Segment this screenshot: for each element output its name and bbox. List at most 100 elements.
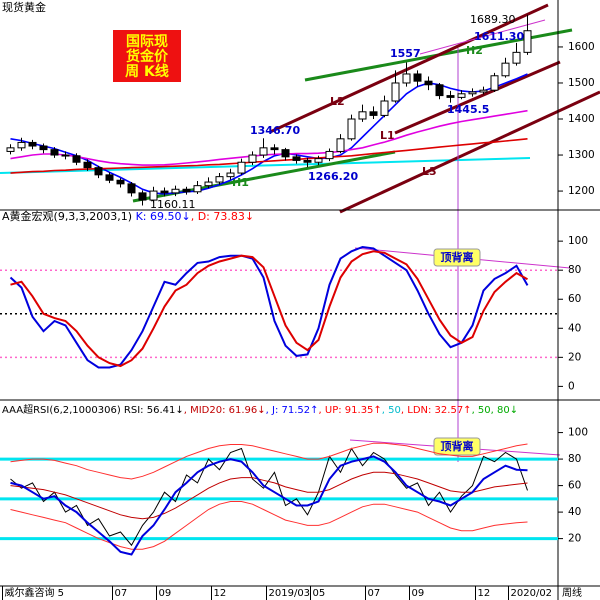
panel-header: AAA超RSI(6,2,1000306) RSI: 56.41↓, MID20:… [2, 403, 518, 416]
candle-body [237, 161, 246, 174]
candle-body [347, 118, 356, 140]
candle-body [435, 84, 444, 97]
y-tick-label: 1200 [568, 185, 595, 197]
y-tick-label: 1400 [568, 113, 595, 125]
candle-body [325, 150, 334, 160]
candle-body [479, 89, 488, 93]
price-annotation: 1445.5 [447, 103, 489, 116]
header-part: K: 69.50↓ [132, 210, 191, 223]
x-axis-unit: 周线 [562, 586, 582, 599]
x-tick-label: 12 [478, 588, 491, 599]
y-tick-label: 60 [568, 480, 581, 492]
badge-text: 周 K线 [125, 63, 169, 80]
candle-body [413, 73, 422, 82]
candle-body [358, 111, 367, 120]
header-part: AAA超RSI(6,2,1000306) [2, 403, 121, 416]
trend-label: H2 [466, 44, 483, 57]
candle-body [6, 147, 15, 152]
candle-body [50, 149, 59, 156]
price-annotation: 1611.30 [474, 30, 524, 43]
series-line [10, 109, 528, 166]
y-tick-label: 100 [568, 427, 588, 439]
y-tick-label: 1500 [568, 77, 595, 89]
y-tick-label: 0 [568, 380, 575, 392]
candle-body [303, 159, 312, 163]
candle-body [39, 145, 48, 151]
candle-body [105, 174, 114, 181]
candle-body [270, 147, 279, 151]
y-tick-label: 1600 [568, 41, 595, 53]
header-part: , UP: 91.35↑ [319, 405, 382, 416]
y-tick-label: 80 [568, 453, 581, 465]
candle-body [160, 190, 169, 194]
badge [113, 30, 181, 82]
y-tick-label: 20 [568, 533, 581, 545]
y-tick-label: 60 [568, 293, 581, 305]
x-tick-label: 2019/03 [269, 588, 311, 599]
header-part: A黄金宏观(9,3,3,2003,1) [2, 209, 132, 223]
candle-body [204, 181, 213, 187]
y-tick-label: 100 [568, 235, 588, 247]
series-line [10, 250, 528, 368]
price-annotation: 1689.30 [470, 13, 516, 26]
trend-line [269, 3, 549, 134]
candle-body [171, 188, 180, 194]
candle-body [457, 93, 466, 98]
trend-line [0, 157, 531, 174]
candle-body [468, 91, 477, 95]
series-line [10, 447, 528, 547]
candle-body [215, 176, 224, 183]
candle-body [523, 30, 532, 53]
trend-line [339, 90, 600, 214]
x-tick-label: 09 [159, 588, 172, 599]
candle-body [127, 183, 136, 194]
y-tick-label: 40 [568, 322, 581, 334]
candle-body [501, 62, 510, 77]
candle-body [281, 149, 290, 158]
header-part: , D: 73.83↓ [191, 210, 254, 223]
candle-body [292, 156, 301, 161]
x-tick-label: 07 [115, 588, 128, 599]
candle-body [72, 155, 81, 163]
candle-body [149, 190, 158, 201]
header-part: , J: 71.52↑ [266, 405, 319, 416]
candle-body [424, 80, 433, 86]
header-part: , LDN: 32.57↑ [401, 405, 472, 416]
candle-body [380, 100, 389, 116]
series-line [10, 501, 528, 550]
candle-body [182, 188, 191, 193]
y-tick-label: 1300 [568, 149, 595, 161]
x-tick-label: 07 [368, 588, 381, 599]
chart-title: 现货黄金 [2, 0, 46, 14]
series-line [10, 455, 528, 556]
badge-text: 国际现 [126, 34, 168, 50]
series-line [10, 471, 528, 520]
trend-label: L3 [422, 165, 437, 178]
series-line [10, 442, 528, 480]
price-annotation: 1160.11 [150, 198, 196, 211]
badge-text: 顶背离 [441, 439, 474, 453]
candle-body [83, 161, 92, 169]
trend-label: H1 [232, 176, 249, 189]
badge-text: 货金价 [125, 48, 169, 65]
header-part: , 50 [382, 405, 401, 416]
candle-body [512, 51, 521, 64]
x-tick-label: 05 [313, 588, 326, 599]
candle-body [259, 147, 268, 156]
panel-header: A黄金宏观(9,3,3,2003,1) K: 69.50↓, D: 73.83↓ [2, 209, 254, 223]
candle-body [490, 75, 499, 91]
y-tick-label: 20 [568, 351, 581, 363]
candle-body [61, 154, 70, 157]
candle-body [248, 154, 257, 163]
candle-body [28, 141, 37, 147]
badge [433, 248, 481, 267]
candle-body [94, 167, 103, 176]
header-part: , 50, 80↓ [472, 405, 519, 416]
candle-body [336, 138, 345, 152]
header-part: , MID20: 61.96↓ [184, 405, 266, 416]
y-tick-label: 40 [568, 506, 581, 518]
x-tick-label: 09 [412, 588, 425, 599]
badge-text: 顶背离 [441, 250, 474, 264]
